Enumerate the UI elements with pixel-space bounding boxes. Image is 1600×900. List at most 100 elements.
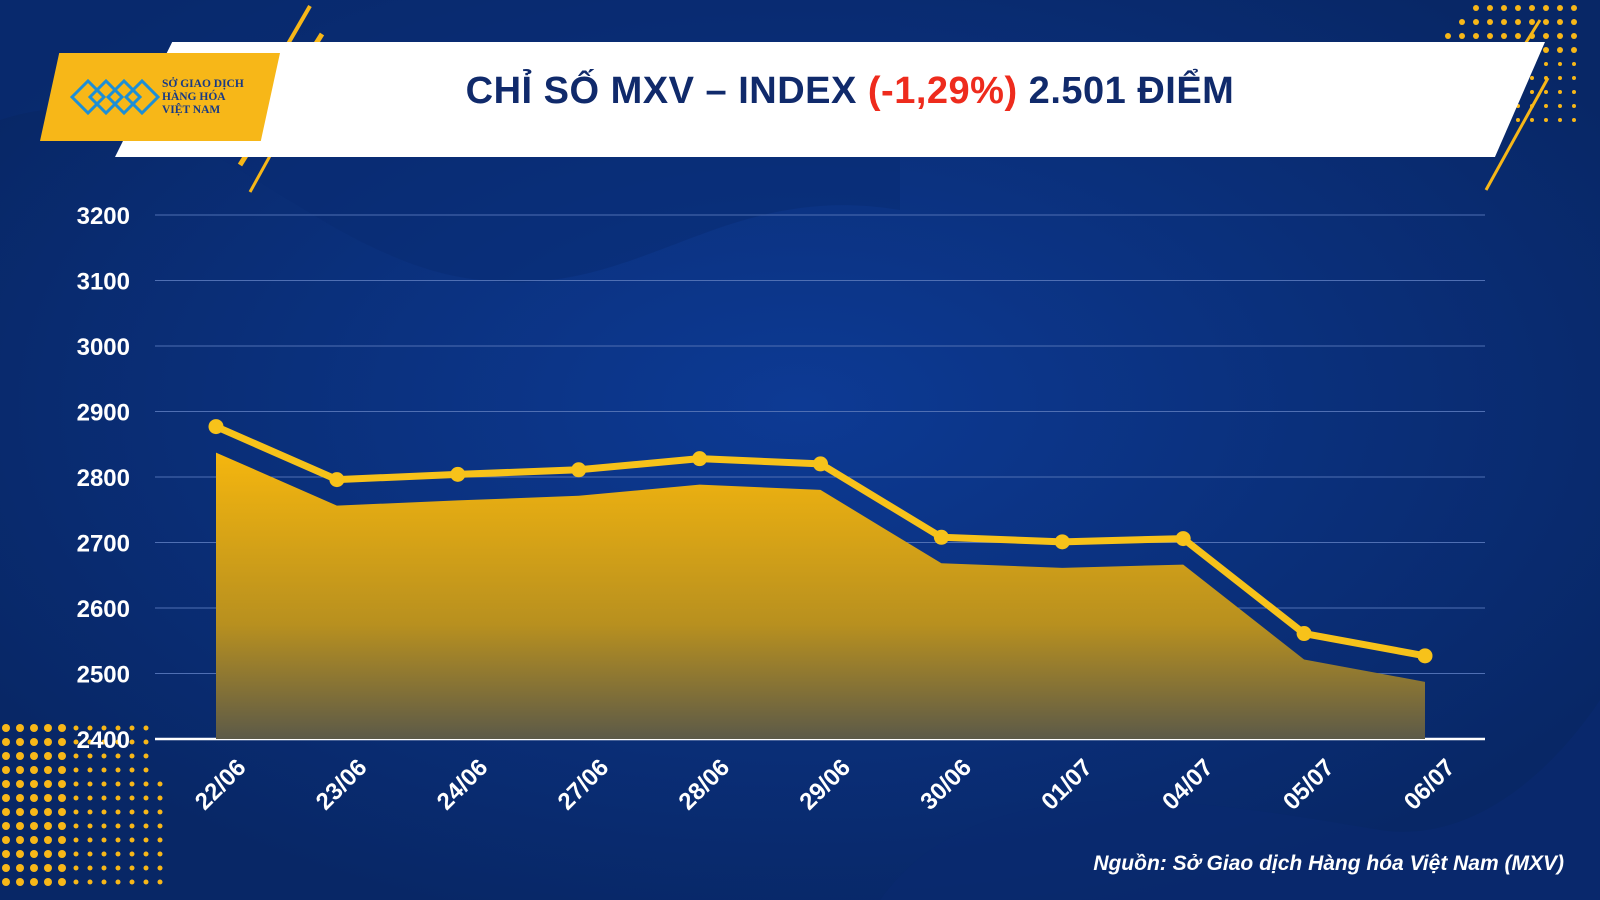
decor-dot — [1501, 33, 1507, 39]
decor-dot — [129, 739, 135, 745]
decor-dot — [58, 766, 66, 774]
decor-dot — [58, 794, 66, 802]
decor-dot — [1571, 19, 1577, 25]
decor-dot — [58, 724, 66, 732]
decor-dot — [1487, 5, 1493, 11]
x-tick-label: 04/07 — [1157, 754, 1219, 816]
data-point — [571, 462, 587, 478]
x-tick-label: 30/06 — [915, 754, 977, 816]
decor-dot — [1516, 118, 1520, 122]
y-tick-label: 2400 — [77, 727, 130, 754]
decor-dot — [101, 795, 107, 801]
decor-dot — [101, 781, 107, 787]
decor-dot — [143, 753, 149, 759]
decor-dot — [44, 724, 52, 732]
decor-dot — [129, 879, 135, 885]
decor-dot — [58, 878, 66, 886]
title-prefix: CHỈ SỐ MXV – INDEX — [465, 70, 868, 112]
logo-text: SỞ GIAO DỊCH HÀNG HÓA VIỆT NAM — [162, 78, 272, 117]
decor-dot — [1558, 104, 1562, 108]
decor-dot — [58, 822, 66, 830]
decor-dot — [44, 864, 52, 872]
decor-dot — [1571, 5, 1577, 11]
decor-dot — [129, 725, 135, 731]
decor-dot — [73, 739, 79, 745]
decor-dot — [143, 837, 149, 843]
decor-dot — [115, 879, 121, 885]
data-point — [692, 451, 708, 467]
decor-dot — [73, 865, 79, 871]
decor-dot — [143, 879, 149, 885]
decor-dot — [1557, 19, 1563, 25]
decor-dot — [1544, 118, 1548, 122]
decor-dot — [73, 823, 79, 829]
decor-dot — [16, 850, 24, 858]
decor-dot — [58, 836, 66, 844]
y-tick-label: 2700 — [77, 531, 130, 558]
decor-dot — [1459, 19, 1465, 25]
decor-dot — [1459, 33, 1465, 39]
decor-dot — [101, 851, 107, 857]
decor-dot — [143, 851, 149, 857]
decor-dot — [115, 753, 121, 759]
decor-dot — [1572, 62, 1576, 66]
x-tick-label: 22/06 — [190, 754, 252, 816]
decor-dot — [1487, 19, 1493, 25]
decor-dot — [1501, 19, 1507, 25]
decor-dot — [87, 823, 93, 829]
decor-dot — [1445, 33, 1451, 39]
decor-dot — [129, 865, 135, 871]
x-tick-label: 29/06 — [794, 754, 856, 816]
y-tick-label: 2800 — [77, 465, 130, 492]
x-tick-label: 01/07 — [1036, 754, 1098, 816]
source-note: Nguồn: Sở Giao dịch Hàng hóa Việt Nam (M… — [1093, 852, 1564, 875]
decor-dot — [1530, 118, 1534, 122]
decor-dot — [1571, 47, 1577, 53]
decor-dot — [44, 794, 52, 802]
data-point — [450, 466, 466, 482]
decor-dot — [1529, 5, 1535, 11]
decor-dot — [87, 767, 93, 773]
decor-dot — [73, 879, 79, 885]
decor-dot — [129, 753, 135, 759]
decor-dot — [157, 823, 163, 829]
decor-dot — [1572, 104, 1576, 108]
decor-dot — [30, 836, 38, 844]
decor-dot — [157, 851, 163, 857]
decor-dot — [1515, 5, 1521, 11]
decor-dot — [1558, 118, 1562, 122]
data-point — [813, 456, 828, 472]
decor-dot — [73, 725, 79, 731]
decor-dot — [101, 739, 107, 745]
decor-dot — [87, 795, 93, 801]
decor-dot — [115, 739, 121, 745]
x-tick-label: 24/06 — [432, 754, 494, 816]
decor-dot — [44, 836, 52, 844]
decor-dot — [2, 836, 10, 844]
decor-dot — [1473, 33, 1479, 39]
decor-dot — [1515, 19, 1521, 25]
decor-dot — [73, 795, 79, 801]
decor-dot — [1557, 5, 1563, 11]
decor-dot — [101, 823, 107, 829]
decor-dot — [87, 781, 93, 787]
decor-dot — [1543, 5, 1549, 11]
decor-dot — [1558, 62, 1562, 66]
decor-dot — [129, 781, 135, 787]
decor-dot — [143, 781, 149, 787]
decor-dot — [2, 738, 10, 746]
decor-dot — [1473, 19, 1479, 25]
decor-dot — [1557, 47, 1563, 53]
y-tick-label: 3100 — [77, 269, 130, 296]
decor-dot — [58, 808, 66, 816]
decor-dot — [44, 738, 52, 746]
title-suffix: 2.501 ĐIỂM — [1017, 70, 1235, 112]
decor-dot — [44, 752, 52, 760]
decor-dot — [87, 879, 93, 885]
decor-dot — [87, 837, 93, 843]
decor-dot — [73, 753, 79, 759]
decor-dot — [16, 724, 24, 732]
y-tick-label: 2600 — [77, 596, 130, 623]
decor-dot — [115, 767, 121, 773]
x-tick-label: 23/06 — [311, 754, 373, 816]
